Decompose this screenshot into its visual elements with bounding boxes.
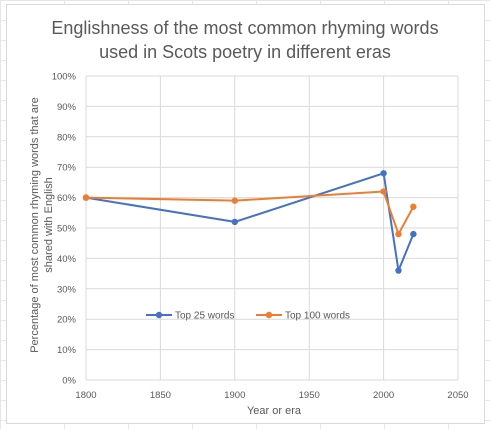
legend-marker — [265, 311, 273, 319]
gridlines — [85, 75, 459, 381]
y-tick-label: 50% — [57, 224, 77, 235]
y-tick-label: 80% — [57, 132, 77, 143]
data-point — [82, 194, 90, 201]
x-tick-label: 1850 — [150, 390, 171, 401]
x-tick-label: 1900 — [224, 390, 245, 401]
x-tick-label: 2000 — [373, 390, 394, 401]
y-tick-label: 60% — [57, 193, 77, 204]
y-tick-label: 30% — [57, 284, 77, 295]
legend: Top 25 words Top 100 words — [146, 311, 350, 322]
data-point — [395, 230, 402, 238]
data-point — [395, 267, 402, 274]
y-tick-label: 0% — [62, 376, 76, 387]
y-tick-label: 70% — [57, 163, 77, 174]
series-lines — [82, 170, 417, 274]
data-point — [231, 197, 238, 204]
y-tick-label: 10% — [57, 345, 77, 356]
chart-title-line1: Englishness of the most common rhyming w… — [51, 18, 439, 38]
data-point — [410, 230, 417, 238]
series-line-1 — [85, 172, 415, 272]
x-tick-label: 1800 — [75, 390, 96, 401]
data-point — [380, 188, 387, 195]
x-axis-title: Year or era — [246, 405, 302, 417]
x-tick-label: 2050 — [447, 390, 468, 401]
data-point — [231, 218, 238, 226]
y-tick-label: 40% — [57, 254, 77, 265]
x-tick-label: 1950 — [299, 390, 320, 401]
legend-marker — [155, 311, 163, 319]
legend-label: Top 100 words — [285, 311, 350, 322]
y-tick-labels: 0% 10% 20% 30% 40% 50% 60% 70% 80% 90% 100% — [52, 72, 77, 387]
y-tick-label: 100% — [52, 72, 77, 83]
x-tick-labels: 1800 1850 1900 1950 2000 2050 — [75, 390, 468, 401]
legend-label: Top 25 words — [175, 311, 234, 322]
y-tick-label: 20% — [57, 315, 77, 326]
chart-title-line2: used in Scots poetry in different eras — [99, 42, 391, 62]
data-point — [410, 203, 417, 210]
y-tick-label: 90% — [57, 102, 77, 113]
data-point — [380, 170, 387, 177]
